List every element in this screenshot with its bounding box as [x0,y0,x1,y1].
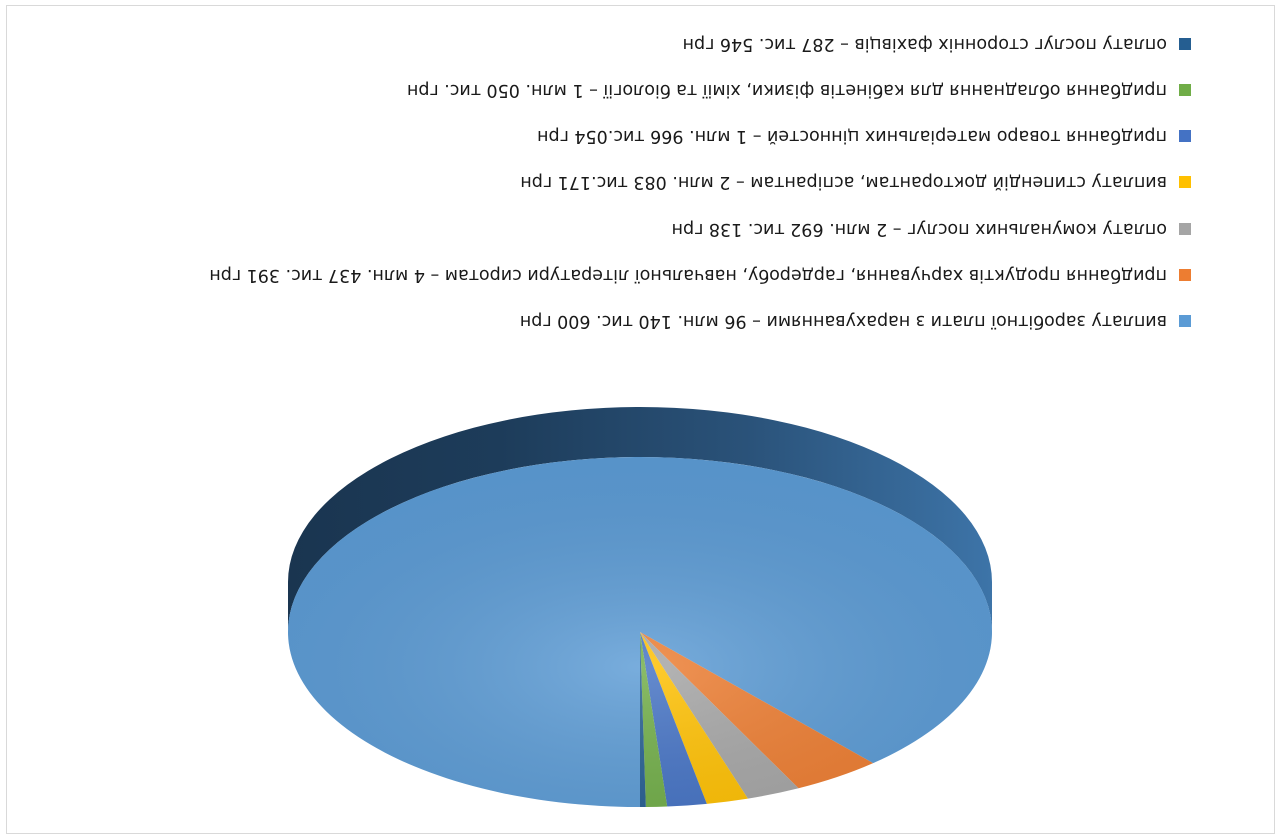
pie-top-face [288,456,993,808]
legend-swatch [1179,268,1191,281]
legend-swatch [1179,222,1191,235]
legend-item-4: виплату стипендій докторантам, аспіранта… [520,170,1191,194]
legend-label: придбання продуктів харчування, гардероб… [209,264,1167,285]
legend-item-6: придбання обладнання для кабінетів фізик… [407,78,1191,102]
pie-side-wall [288,407,992,632]
legend-item-7: оплату послуг сторонніх фахівців – 287 т… [683,32,1191,56]
legend-swatch [1179,84,1191,96]
legend-swatch [1179,176,1191,189]
legend-swatch [1179,315,1191,327]
legend-item-1: виплату заробітної плати з нарахуваннями… [520,309,1191,333]
legend-label: оплату послуг сторонніх фахівців – 287 т… [682,33,1167,54]
legend-swatch [1179,37,1191,50]
legend-label: виплату стипендій докторантам, аспіранта… [520,172,1167,193]
legend-swatch [1179,130,1191,143]
legend-item-5: придбання товаро матеріальних цінностей … [537,124,1191,148]
legend-label: придбання товаро матеріальних цінностей … [537,126,1167,147]
legend-item-3: оплату комунальних послуг – 2 млн. 692 т… [672,217,1191,241]
legend-item-2: придбання продуктів харчування, гардероб… [209,263,1191,287]
pie-top-sheen [288,457,992,807]
pie-side-face [288,407,992,632]
legend-label: придбання обладнання для кабінетів фізик… [406,80,1167,100]
legend-label: оплату комунальних послуг – 2 млн. 692 т… [671,218,1167,239]
legend-label: виплату заробітної плати з нарахуваннями… [519,311,1167,331]
